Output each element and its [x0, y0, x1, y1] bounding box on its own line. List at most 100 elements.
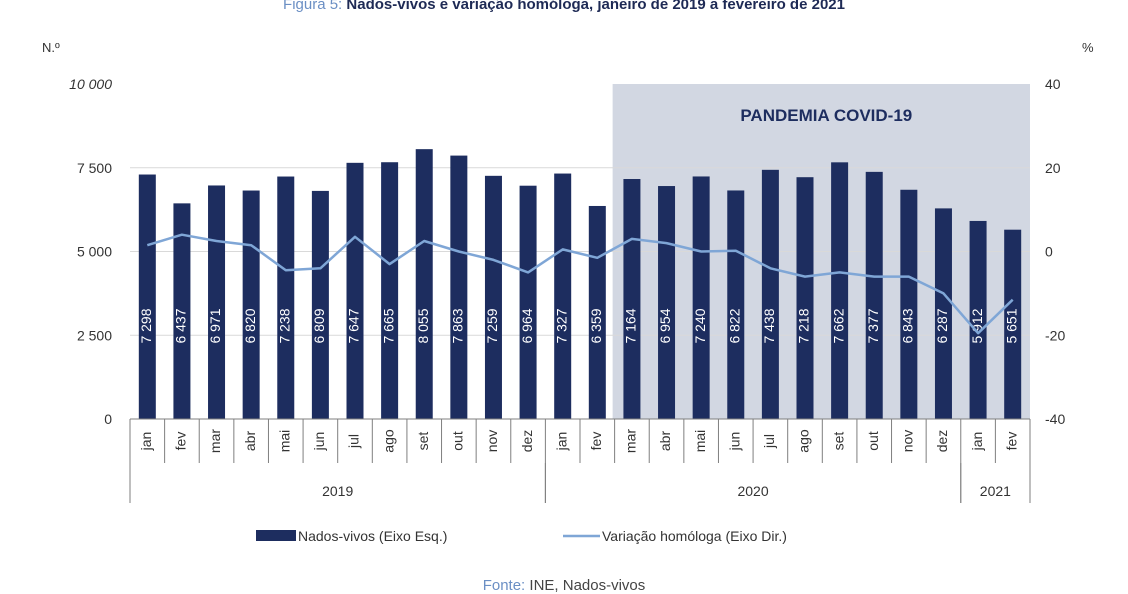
x-tick-label: jun [311, 432, 327, 452]
bar [692, 176, 710, 419]
x-tick-label: jun [726, 432, 742, 452]
x-tick-label: mar [207, 429, 223, 453]
x-tick-label: mai [692, 430, 708, 453]
source-text: INE, Nados-vivos [529, 577, 646, 594]
x-tick-label: nov [900, 430, 916, 453]
bar-value-label: 7 240 [692, 308, 708, 343]
bar [346, 162, 364, 419]
year-label: 2021 [980, 483, 1011, 499]
x-tick-label: jan [553, 432, 569, 452]
x-tick-label: mar [623, 429, 639, 453]
x-tick-label: ago [380, 429, 396, 453]
bar-value-label: 7 647 [346, 308, 362, 343]
bar-value-label: 6 809 [311, 308, 327, 343]
bar [415, 149, 433, 419]
bar-value-label: 7 662 [830, 308, 846, 343]
y2-tick-label: 40 [1045, 76, 1061, 92]
x-tick-label: nov [484, 430, 500, 453]
bar [381, 162, 399, 419]
chart-title: Figura 5: Nados-vivos e variação homólog… [0, 0, 1128, 13]
bar-value-label: 6 964 [519, 308, 535, 343]
bar-value-label: 7 863 [450, 308, 466, 343]
legend-swatch-bars [256, 530, 296, 541]
bar-value-label: 7 377 [865, 308, 881, 343]
legend-label-bars: Nados-vivos (Eixo Esq.) [298, 528, 447, 544]
bar-value-label: 6 287 [934, 308, 950, 343]
x-tick-label: mai [276, 430, 292, 453]
bar [554, 173, 572, 419]
x-tick-label: fev [588, 432, 604, 451]
bar [831, 162, 849, 419]
x-tick-label: set [830, 432, 846, 451]
bar [623, 179, 641, 419]
bar [242, 190, 260, 419]
y2-tick-label: -40 [1045, 411, 1065, 427]
y2-tick-label: 20 [1045, 160, 1061, 176]
bar [277, 176, 295, 419]
y2-tick-label: -20 [1045, 327, 1065, 343]
x-tick-label: jul [761, 434, 777, 449]
bar [173, 203, 191, 419]
bar [1004, 229, 1022, 419]
y-tick-label: 10 000 [69, 76, 112, 92]
bar-value-label: 7 665 [380, 308, 396, 343]
bar-value-label: 7 259 [484, 308, 500, 343]
x-tick-label: out [450, 431, 466, 451]
bar [658, 186, 676, 419]
y-tick-label: 0 [104, 411, 112, 427]
bar [865, 171, 883, 419]
bar-value-label: 5 912 [969, 308, 985, 343]
bar [138, 174, 156, 419]
bar [311, 190, 329, 419]
y2-tick-label: 0 [1045, 244, 1053, 260]
bar-value-label: 7 298 [138, 308, 154, 343]
y-tick-label: 5 000 [77, 244, 112, 260]
y-tick-label: 7 500 [77, 160, 112, 176]
chart-title-prefix: Figura 5: [283, 0, 343, 13]
chart-source: Fonte: INE, Nados-vivos [0, 577, 1128, 594]
bar-value-label: 6 954 [657, 308, 673, 343]
y-axis-unit: N.º [42, 40, 60, 55]
bar [969, 220, 987, 419]
bar-value-label: 6 359 [588, 308, 604, 343]
bar-value-label: 6 843 [900, 308, 916, 343]
x-tick-label: abr [657, 431, 673, 452]
x-tick-label: dez [519, 430, 535, 453]
x-tick-label: jan [138, 432, 154, 452]
bar [796, 177, 814, 419]
bar-value-label: 7 327 [553, 308, 569, 343]
bar [727, 190, 745, 419]
bar-value-label: 7 218 [796, 308, 812, 343]
x-tick-label: ago [796, 429, 812, 453]
bar-value-label: 7 438 [761, 308, 777, 343]
x-tick-label: fev [173, 432, 189, 451]
x-tick-label: abr [242, 431, 258, 452]
y-tick-label: 2 500 [77, 327, 112, 343]
bar [900, 189, 918, 419]
bar-value-label: 6 820 [242, 308, 258, 343]
bar-value-label: 8 055 [415, 308, 431, 343]
chart-title-text: Nados-vivos e variação homóloga, janeiro… [346, 0, 845, 13]
legend-label-line: Variação homóloga (Eixo Dir.) [602, 528, 787, 544]
bar [934, 208, 952, 419]
x-tick-label: out [865, 431, 881, 451]
x-tick-label: dez [934, 430, 950, 453]
bar-value-label: 6 971 [207, 308, 223, 343]
bar [761, 169, 779, 419]
year-label: 2019 [322, 483, 353, 499]
y2-axis-unit: % [1082, 40, 1094, 55]
bar-value-label: 6 822 [726, 308, 742, 343]
bar [450, 155, 468, 420]
pandemic-label: PANDEMIA COVID-19 [740, 106, 912, 125]
x-tick-label: jul [346, 434, 362, 449]
bar [484, 175, 502, 419]
bar-value-label: 5 651 [1003, 308, 1019, 343]
bar [208, 185, 226, 419]
x-tick-label: fev [1003, 432, 1019, 451]
bar-value-label: 7 238 [276, 308, 292, 343]
year-label: 2020 [737, 483, 768, 499]
bar [588, 205, 606, 419]
bar-value-label: 7 164 [623, 308, 639, 343]
series-line [146, 233, 1014, 335]
